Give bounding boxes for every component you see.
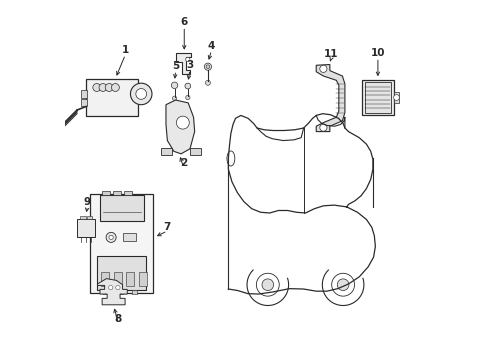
Text: 1: 1 (122, 45, 129, 55)
Bar (52, 130, 58, 135)
Bar (100, 195, 144, 221)
Bar (101, 272, 109, 286)
Circle shape (185, 95, 190, 100)
Circle shape (262, 279, 273, 291)
Circle shape (116, 285, 120, 290)
Bar (114, 272, 122, 286)
Circle shape (93, 84, 101, 91)
Circle shape (256, 273, 279, 296)
Bar (124, 191, 132, 195)
Bar (81, 99, 86, 107)
Circle shape (106, 232, 116, 242)
Text: 4: 4 (207, 41, 215, 51)
Bar (90, 194, 153, 293)
Bar (393, 92, 398, 103)
Polygon shape (165, 100, 194, 154)
Circle shape (130, 83, 152, 105)
Text: 11: 11 (324, 49, 338, 59)
Bar (86, 79, 137, 116)
Bar (102, 191, 110, 195)
Bar (113, 191, 121, 195)
Circle shape (105, 84, 113, 91)
Ellipse shape (226, 151, 234, 166)
Bar (126, 272, 134, 286)
Bar (86, 216, 92, 220)
Circle shape (185, 57, 190, 62)
Circle shape (337, 279, 348, 291)
Circle shape (319, 65, 326, 72)
Bar (77, 220, 94, 237)
Polygon shape (316, 64, 344, 132)
Circle shape (171, 82, 178, 89)
Bar (102, 290, 108, 294)
Bar (139, 272, 147, 286)
Circle shape (205, 80, 210, 85)
Circle shape (331, 273, 354, 296)
Circle shape (184, 83, 190, 89)
Bar (97, 256, 146, 290)
Circle shape (176, 116, 189, 129)
Circle shape (204, 63, 211, 70)
Circle shape (136, 89, 146, 99)
Text: 3: 3 (186, 60, 193, 70)
Circle shape (393, 95, 399, 100)
Bar (131, 290, 137, 294)
Polygon shape (97, 279, 127, 305)
Circle shape (111, 84, 119, 91)
Bar (364, 82, 390, 113)
Text: 6: 6 (180, 17, 187, 27)
Text: 7: 7 (163, 222, 171, 231)
Text: 9: 9 (84, 197, 91, 207)
Circle shape (172, 96, 176, 100)
Text: 8: 8 (114, 314, 122, 324)
Text: 5: 5 (172, 61, 179, 71)
Bar (190, 148, 201, 155)
Polygon shape (175, 53, 191, 74)
Text: 2: 2 (180, 158, 187, 168)
Bar (122, 233, 136, 241)
Bar (81, 90, 86, 98)
Circle shape (206, 65, 209, 68)
Text: 10: 10 (370, 48, 385, 58)
Circle shape (319, 124, 326, 131)
Bar (117, 290, 122, 294)
Circle shape (108, 285, 113, 290)
Bar (161, 148, 172, 155)
Circle shape (99, 84, 107, 91)
Bar (52, 117, 58, 128)
Bar (361, 80, 393, 116)
Circle shape (109, 235, 113, 239)
Bar (80, 216, 86, 220)
